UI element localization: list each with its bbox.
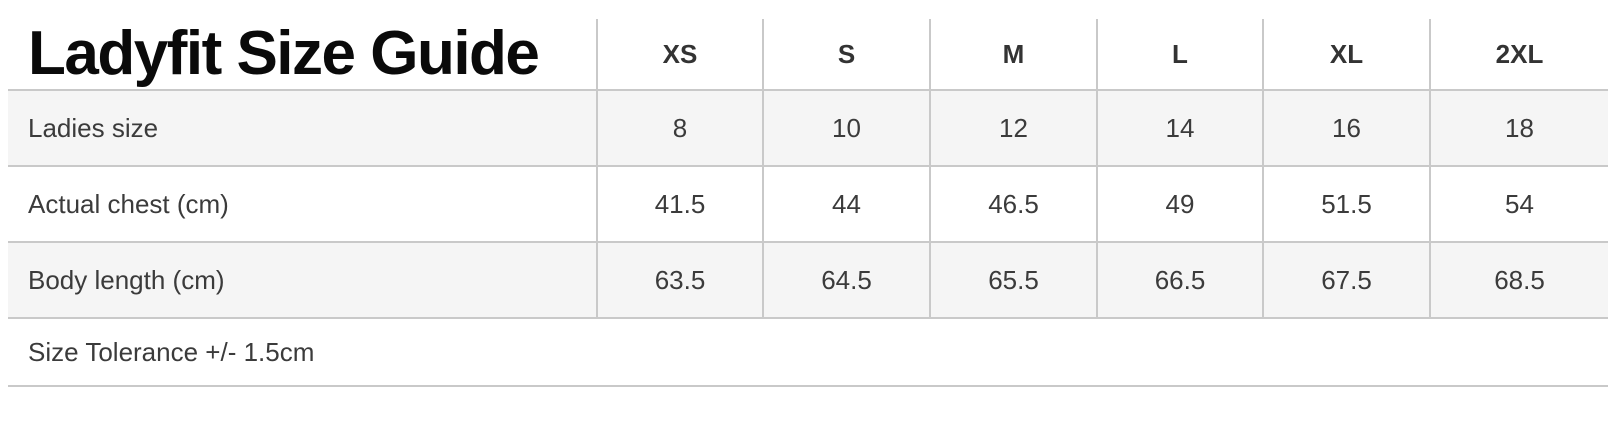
cell-value: 14 [1096, 90, 1263, 167]
table-row-body-length: Body length (cm) 63.5 64.5 65.5 66.5 67.… [8, 242, 1608, 319]
cell-value: 18 [1429, 90, 1608, 167]
cell-value: 10 [762, 90, 930, 167]
row-label: Ladies size [8, 90, 597, 167]
title-cell: Ladyfit Size Guide [8, 19, 597, 91]
size-guide-footer: Size Tolerance +/- 1.5cm [8, 318, 1608, 387]
cell-value: 46.5 [929, 166, 1097, 243]
table-row-ladies-size: Ladies size 8 10 12 14 16 18 [8, 90, 1608, 167]
cell-value: 64.5 [762, 242, 930, 319]
cell-value: 63.5 [596, 242, 763, 319]
table-row-actual-chest: Actual chest (cm) 41.5 44 46.5 49 51.5 5… [8, 166, 1608, 243]
cell-value: 44 [762, 166, 930, 243]
column-header-2xl: 2XL [1429, 19, 1608, 91]
column-header-l: L [1096, 19, 1263, 91]
cell-value: 41.5 [596, 166, 763, 243]
header-row: Ladyfit Size Guide XS S M L XL 2XL [8, 19, 1608, 91]
column-header-xl: XL [1262, 19, 1430, 91]
page-title: Ladyfit Size Guide [28, 19, 540, 88]
column-header-s: S [762, 19, 930, 91]
footer-row: Size Tolerance +/- 1.5cm [8, 318, 1608, 387]
cell-value: 16 [1262, 90, 1430, 167]
row-label: Actual chest (cm) [8, 166, 597, 243]
size-tolerance-note: Size Tolerance +/- 1.5cm [8, 318, 1608, 387]
cell-value: 65.5 [929, 242, 1097, 319]
size-guide-body: Ladies size 8 10 12 14 16 18 Actual ches… [8, 90, 1608, 319]
size-guide-table: Ladyfit Size Guide XS S M L XL 2XL Ladie… [8, 19, 1608, 387]
cell-value: 12 [929, 90, 1097, 167]
size-guide-header: Ladyfit Size Guide XS S M L XL 2XL [8, 19, 1608, 91]
cell-value: 49 [1096, 166, 1263, 243]
cell-value: 8 [596, 90, 763, 167]
column-header-m: M [929, 19, 1097, 91]
cell-value: 51.5 [1262, 166, 1430, 243]
cell-value: 54 [1429, 166, 1608, 243]
column-header-xs: XS [596, 19, 763, 91]
row-label: Body length (cm) [8, 242, 597, 319]
cell-value: 66.5 [1096, 242, 1263, 319]
cell-value: 68.5 [1429, 242, 1608, 319]
cell-value: 67.5 [1262, 242, 1430, 319]
